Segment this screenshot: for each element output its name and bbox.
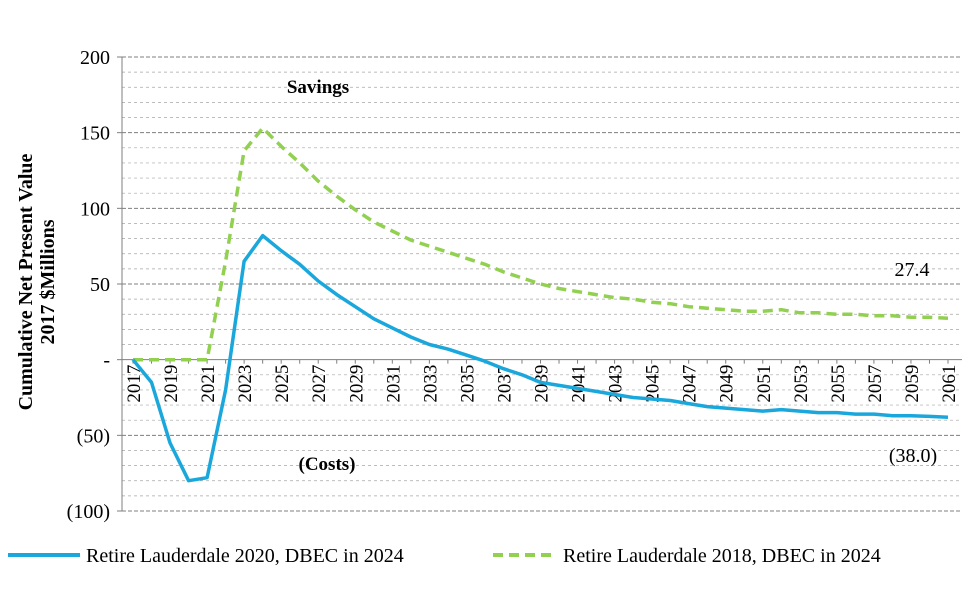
x-tick-label: 2035 [457,365,478,403]
series-line-1 [131,233,949,483]
y-tick-label: 50 [90,274,110,296]
x-tick-label: 2021 [198,365,219,403]
y-tick-label: 150 [80,123,110,145]
x-tick-label: 2037 [494,365,515,403]
x-tick-label: 2041 [569,365,590,403]
x-tick-label: 2049 [717,365,738,403]
x-tick-label: 2019 [161,365,182,403]
y-axis-title-line-2: 2017 $Millions [37,219,59,344]
x-tick-label: 2033 [420,365,441,403]
x-tick-label: 2023 [235,365,256,403]
y-tick-label: 100 [80,198,110,220]
y-tick-label: (100) [67,501,110,523]
x-tick-label: 2027 [309,365,330,403]
series-lines [131,126,949,483]
major-gridlines [122,56,962,512]
x-tick-label: 2061 [939,365,960,403]
x-axis-ticks: 2017 2019 2021 2023 2025 2027 2029 2031 2033 2035… [124,359,960,403]
x-tick-label: 2025 [272,365,293,403]
y-axis-title: Cumulative Net Present Value 2017 $Milli… [15,153,59,410]
legend-label-series-1: Retire Lauderdale 2020, DBEC in 2024 [86,545,404,567]
y-tick-label: - [103,350,110,372]
x-tick-label: 2045 [643,365,664,403]
legend-label-series-2: Retire Lauderdale 2018, DBEC in 2024 [563,545,881,567]
x-tick-label: 2029 [346,365,367,403]
minor-gridlines [122,71,962,497]
x-tick-label: 2057 [865,365,886,403]
x-tick-label: 2031 [383,365,404,403]
end-value-blue-label: (38.0) [889,445,937,467]
end-value-green-label: 27.4 [895,259,930,281]
x-tick-label: 2051 [754,365,775,403]
y-tick-label: 200 [80,47,110,69]
x-tick-label: 2059 [902,365,923,403]
savings-annotation: Savings [287,77,349,98]
y-tick-label: (50) [77,425,110,447]
x-tick-label: 2017 [124,365,145,403]
x-tick-label: 2053 [791,365,812,403]
series-line-2 [133,126,949,362]
y-axis-ticks: (100) (50) - 50 100 150 200 [67,47,122,523]
x-tick-label: 2055 [828,365,849,403]
y-axis-title-line-1: Cumulative Net Present Value [15,153,37,410]
x-tick-label: 2047 [680,365,701,403]
costs-annotation: (Costs) [299,454,356,475]
legend: Retire Lauderdale 2020, DBEC in 2024 Ret… [8,545,881,567]
